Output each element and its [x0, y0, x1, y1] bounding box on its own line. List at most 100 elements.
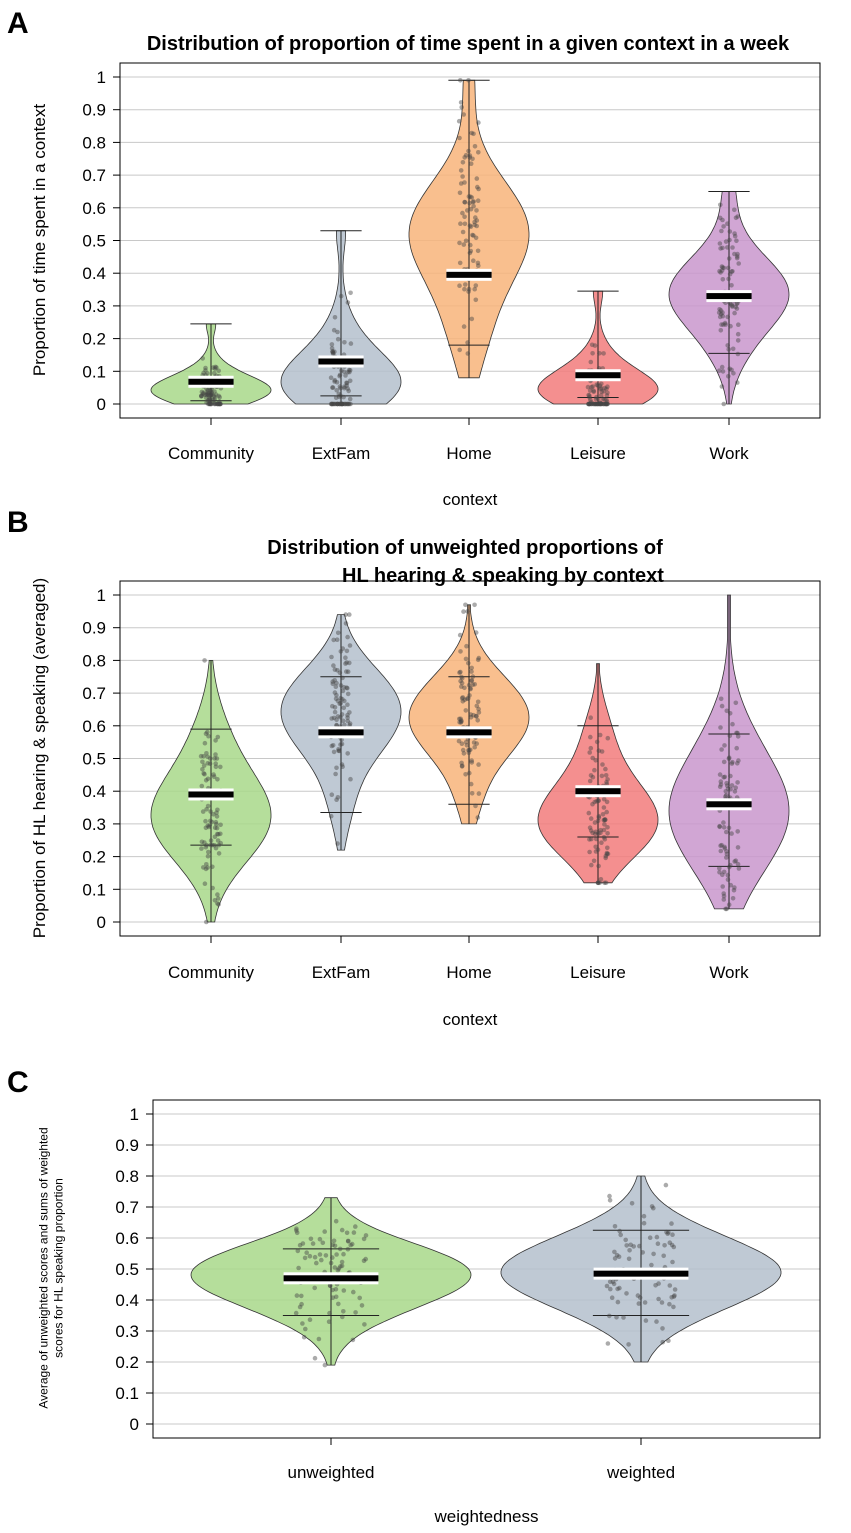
data-point	[730, 346, 736, 352]
data-point	[462, 214, 467, 220]
data-point	[476, 791, 482, 796]
data-point	[719, 384, 725, 389]
data-point	[719, 703, 725, 709]
data-point	[339, 368, 344, 373]
data-point	[299, 1293, 304, 1299]
data-point	[330, 351, 336, 356]
data-point	[316, 1336, 322, 1342]
data-point	[724, 780, 729, 786]
data-point	[718, 696, 724, 702]
mean-bar	[446, 271, 492, 278]
data-point	[335, 630, 341, 636]
data-point	[467, 155, 473, 160]
data-point	[207, 761, 213, 766]
data-point	[724, 851, 730, 857]
data-point	[605, 390, 610, 396]
data-point	[340, 675, 345, 681]
data-point	[472, 682, 478, 687]
data-point	[340, 401, 345, 407]
data-point	[215, 831, 220, 837]
violin-weighted: weighted	[500, 1175, 782, 1482]
mean-bar	[283, 1275, 379, 1282]
data-point	[310, 1241, 316, 1246]
data-point	[735, 861, 741, 867]
data-point	[670, 1232, 675, 1237]
data-point	[602, 817, 607, 822]
data-point	[723, 792, 729, 798]
data-point	[216, 832, 221, 837]
data-point	[458, 716, 463, 722]
data-point	[721, 825, 727, 830]
data-point	[332, 1265, 338, 1270]
data-point	[592, 831, 598, 837]
data-point	[340, 696, 345, 702]
data-point	[339, 762, 345, 767]
data-point	[631, 1244, 636, 1249]
data-point	[204, 919, 209, 925]
data-point	[736, 758, 741, 763]
data-point	[215, 401, 220, 407]
data-point	[604, 397, 609, 403]
y-tick-label: 0.8	[82, 133, 106, 152]
data-point	[211, 774, 217, 779]
data-point	[736, 866, 742, 871]
data-point	[474, 218, 480, 223]
data-point	[726, 256, 732, 261]
y-axis-label: Average of unweighted scores and sums of…	[37, 1127, 66, 1408]
violin-home: Home	[408, 602, 530, 982]
data-point	[588, 773, 594, 778]
data-point	[213, 738, 218, 743]
data-point	[210, 885, 215, 891]
data-point	[611, 1281, 617, 1287]
data-point	[204, 842, 209, 848]
data-point	[729, 283, 734, 288]
data-point	[211, 812, 216, 817]
data-point	[217, 401, 222, 407]
data-point	[362, 1322, 367, 1327]
data-point	[339, 741, 345, 747]
data-point	[462, 200, 468, 205]
data-point	[472, 602, 477, 608]
data-point	[595, 401, 601, 407]
data-point	[722, 774, 728, 780]
data-point	[724, 855, 729, 860]
data-point	[339, 401, 345, 407]
data-point	[207, 396, 212, 401]
data-point	[301, 1334, 307, 1340]
data-point	[593, 401, 598, 407]
data-point	[599, 401, 604, 407]
data-point	[308, 1236, 314, 1242]
data-point	[663, 1182, 669, 1188]
data-point	[735, 845, 741, 850]
data-point	[349, 1241, 355, 1247]
data-point	[727, 229, 733, 234]
data-point	[203, 731, 209, 736]
y-tick-label: 0.2	[82, 848, 106, 867]
data-point	[717, 823, 722, 829]
data-point	[330, 385, 336, 390]
data-point	[350, 1337, 356, 1343]
y-tick-label: 0.7	[82, 684, 106, 703]
data-point	[345, 669, 351, 674]
data-point	[651, 1251, 656, 1257]
data-point	[589, 401, 595, 406]
data-point	[601, 805, 607, 810]
data-point	[345, 691, 351, 697]
data-point	[735, 254, 740, 259]
data-point	[720, 313, 726, 319]
data-point	[659, 1300, 665, 1305]
data-point	[649, 1204, 655, 1209]
data-point	[199, 389, 205, 395]
data-point	[344, 1230, 350, 1236]
mean-bar	[318, 729, 364, 736]
data-point	[207, 756, 213, 761]
data-point	[735, 214, 740, 219]
data-point	[212, 401, 218, 407]
data-point	[215, 901, 220, 906]
data-point	[462, 685, 467, 691]
data-point	[204, 392, 209, 398]
data-point	[345, 712, 350, 718]
data-point	[336, 748, 341, 754]
data-point	[729, 303, 735, 308]
data-point	[474, 223, 480, 229]
